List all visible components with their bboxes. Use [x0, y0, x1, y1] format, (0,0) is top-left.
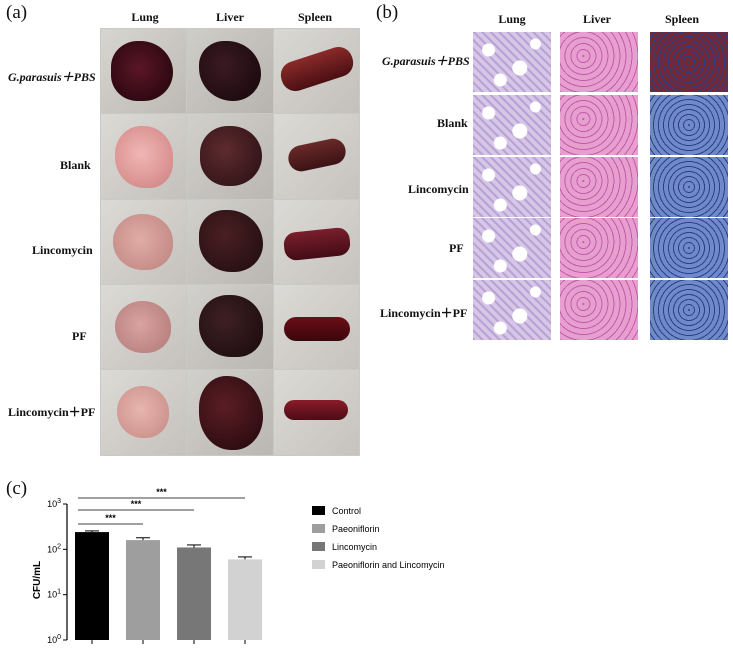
significance-mark-1: *** — [131, 499, 142, 509]
histology-spleen-4 — [650, 280, 728, 340]
row-label-lincomycin-b: Lincomycin — [408, 182, 469, 196]
liver-blank-organ — [200, 126, 262, 186]
liver-lincomycin-organ — [199, 210, 263, 272]
photo-spleen-lincpf — [274, 370, 359, 455]
histology-liver-0 — [560, 32, 638, 92]
photo-spleen-blank — [274, 114, 359, 199]
photo-lung-pf — [101, 285, 186, 369]
photo-liver-gps — [187, 29, 273, 113]
spleen-lincomycin-organ — [282, 226, 352, 262]
row-label-blank-a: Blank — [60, 158, 91, 172]
histology-lung-3 — [473, 218, 551, 278]
y-tick-exponent: 3 — [57, 498, 61, 505]
chart-body: 100101102103*********ControlPaeoniflorin… — [47, 487, 445, 645]
row-label-blank-b: Blank — [437, 116, 468, 130]
y-tick-exponent: 2 — [57, 543, 61, 550]
bar-3 — [228, 559, 262, 640]
bar-1 — [126, 540, 160, 640]
spleen-lincpf-organ — [284, 400, 348, 420]
photo-liver-lincomycin — [187, 200, 273, 284]
histology-liver-4 — [560, 280, 638, 340]
row-label-gps-a: G.parasuis＋PBS — [8, 68, 96, 85]
col-header-spleen-b: Spleen — [664, 12, 699, 26]
histology-liver-2 — [560, 157, 638, 217]
col-header-liver-a: Liver — [216, 10, 244, 24]
row-label-gps-b-text: G.parasuis＋PBS — [382, 54, 470, 68]
legend-label-3: Paeoniflorin and Lincomycin — [332, 560, 445, 570]
lung-gps-organ — [111, 41, 173, 101]
legend-label-2: Lincomycin — [332, 542, 377, 552]
legend-swatch-2 — [312, 542, 325, 551]
liver-lincpf-organ — [199, 376, 263, 450]
histology-lung-2 — [473, 157, 551, 217]
col-header-spleen-a: Spleen — [297, 10, 332, 24]
spleen-gps-organ — [277, 43, 357, 95]
liver-gps-organ — [199, 41, 261, 101]
legend-label-1: Paeoniflorin — [332, 524, 380, 534]
spleen-blank-organ — [285, 136, 349, 174]
col-header-lung-a: Lung — [131, 10, 159, 24]
col-header-liver-b: Liver — [583, 12, 611, 26]
photo-lung-gps — [101, 29, 186, 113]
histology-lung-0 — [473, 32, 551, 92]
photo-liver-lincpf — [187, 370, 273, 455]
panel-c-label: (c) — [6, 478, 28, 499]
row-label-gps-a-text: G.parasuis＋PBS — [8, 70, 96, 84]
y-tick-exponent: 1 — [57, 589, 61, 596]
photo-spleen-gps — [274, 29, 359, 113]
significance-mark-0: *** — [105, 513, 116, 523]
row-label-gps-b: G.parasuis＋PBS — [382, 52, 470, 69]
histology-spleen-1 — [650, 95, 728, 155]
spleen-pf-organ — [284, 317, 350, 341]
histology-spleen-2 — [650, 157, 728, 217]
panel-b-label: (b) — [376, 2, 399, 23]
legend-swatch-3 — [312, 560, 325, 569]
y-tick-base: 10 — [47, 499, 57, 509]
y-tick-base: 10 — [47, 544, 57, 554]
lung-blank-organ — [115, 126, 173, 188]
histology-lung-1 — [473, 95, 551, 155]
photo-spleen-lincomycin — [274, 200, 359, 284]
y-tick-label: 103 — [47, 498, 61, 509]
y-tick-label: 101 — [47, 589, 61, 600]
photo-spleen-pf — [274, 285, 359, 369]
legend-swatch-0 — [312, 506, 325, 515]
lung-lincpf-organ — [117, 386, 169, 438]
histology-liver-1 — [560, 95, 638, 155]
panel-a-label: (a) — [6, 2, 28, 23]
row-label-lincpf-a: Lincomycin＋PF — [8, 405, 96, 419]
legend-label-0: Control — [332, 506, 361, 516]
photo-lung-blank — [101, 114, 186, 199]
y-tick-exponent: 0 — [57, 634, 61, 641]
histology-spleen-0 — [650, 32, 728, 92]
photo-lung-lincomycin — [101, 200, 186, 284]
histology-lung-4 — [473, 280, 551, 340]
row-label-pf-b: PF — [449, 241, 464, 255]
bar-0 — [75, 532, 109, 640]
y-tick-base: 10 — [47, 635, 57, 645]
row-label-lincomycin-a: Lincomycin — [32, 243, 93, 257]
lung-pf-organ — [115, 301, 171, 353]
histology-liver-3 — [560, 218, 638, 278]
liver-pf-organ — [199, 295, 263, 357]
y-tick-base: 10 — [47, 590, 57, 600]
histology-spleen-3 — [650, 218, 728, 278]
y-tick-label: 100 — [47, 634, 61, 645]
bar-2 — [177, 547, 211, 640]
photo-liver-pf — [187, 285, 273, 369]
y-tick-label: 102 — [47, 543, 61, 554]
row-label-pf-a: PF — [72, 329, 87, 343]
y-axis-label: CFU/mL — [32, 561, 43, 599]
photo-liver-blank — [187, 114, 273, 199]
photo-lung-lincpf — [101, 370, 186, 455]
row-label-lincpf-b: Lincomycin＋PF — [380, 306, 468, 320]
significance-mark-2: *** — [156, 487, 167, 497]
bar-chart: 100101102103*********ControlPaeoniflorin… — [32, 487, 445, 645]
col-header-lung-b: Lung — [498, 12, 526, 26]
legend-swatch-1 — [312, 524, 325, 533]
lung-lincomycin-organ — [113, 214, 173, 270]
